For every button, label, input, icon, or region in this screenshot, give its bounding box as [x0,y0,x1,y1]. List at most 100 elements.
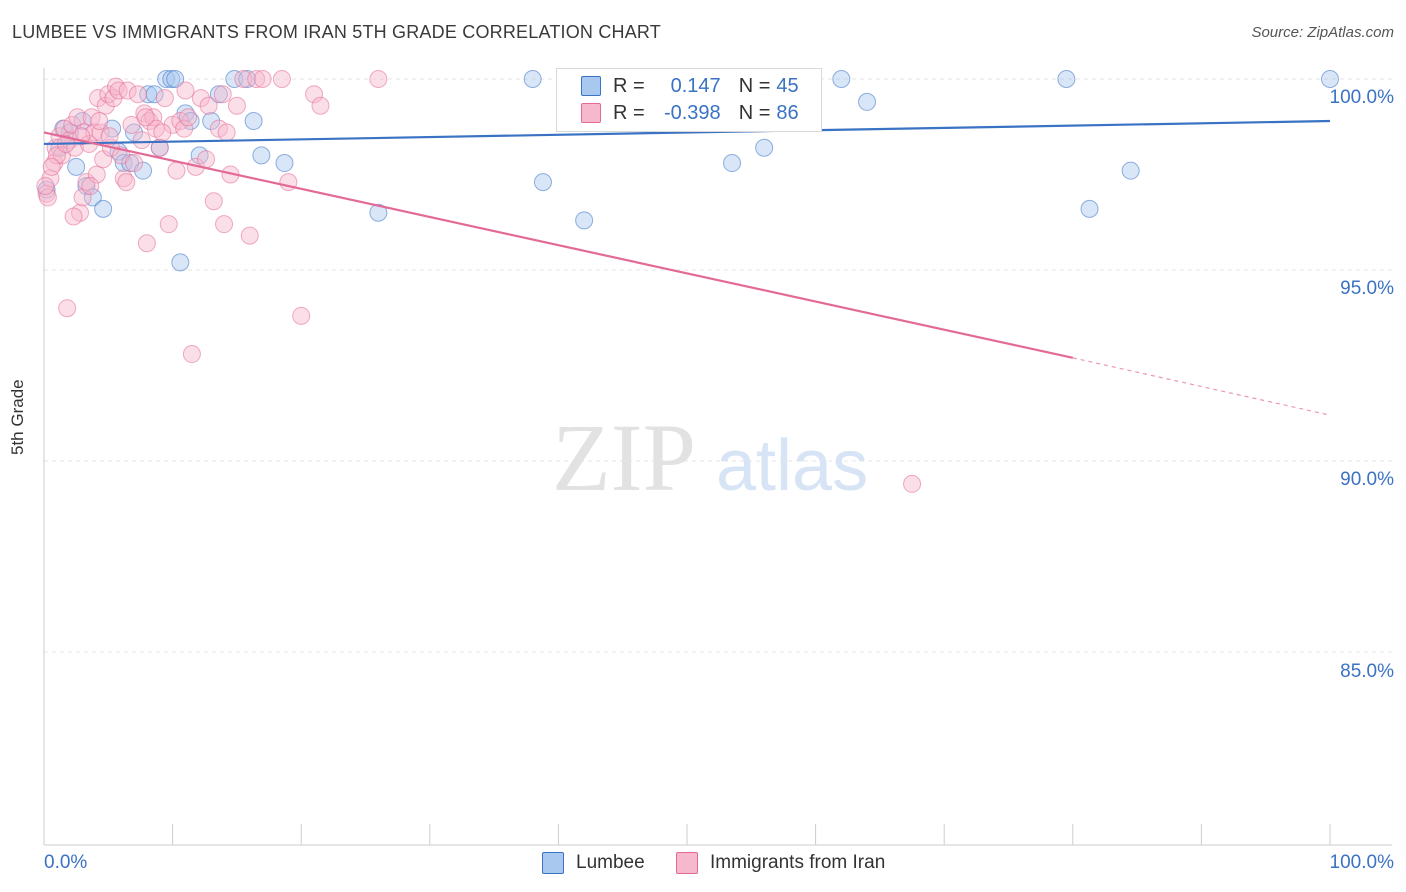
legend-row-lumbee: R = 0.147 N = 45 [581,73,799,99]
point-iran [179,108,198,127]
y-tick-label-90: 90.0% [1340,469,1394,490]
point-iran [199,96,218,115]
point-iran [240,226,259,245]
point-iran [68,108,87,127]
chart-title: LUMBEE VS IMMIGRANTS FROM IRAN 5TH GRADE… [12,22,662,42]
point-iran [175,119,194,138]
legend-swatch-pink [581,103,601,123]
trendline-iran-extension [1072,357,1331,416]
point-iran [109,81,128,100]
trendline-lumbee [43,119,1331,146]
point-lumbee [157,70,176,88]
point-iran [87,165,106,184]
legend-n-value: 45 [776,74,799,97]
point-lumbee [166,70,185,88]
y-tick-label-95: 95.0% [1340,278,1394,299]
point-iran [144,108,163,127]
legend-r-value: -0.398 [663,101,721,124]
point-iran [42,157,61,176]
point-iran [128,85,147,104]
y-tick-label-85: 85.0% [1340,661,1394,682]
point-iran [213,85,232,104]
point-iran [204,192,223,211]
bottom-legend-iran[interactable]: Immigrants from Iran [676,852,885,874]
point-iran [132,131,151,150]
point-iran [118,81,137,100]
point-lumbee [77,176,96,195]
point-lumbee [252,146,271,165]
stats-legend: R = 0.147 N = 45 R = -0.398 N = 86 [556,68,822,132]
point-lumbee [523,70,542,88]
point-iran [150,138,169,157]
point-iran [159,215,178,234]
point-iran [247,70,266,88]
legend-r-label: R = [613,101,645,124]
point-iran [137,234,156,253]
point-lumbee [134,161,153,180]
point-lumbee [369,203,388,222]
point-lumbee [1057,70,1076,88]
bottom-legend-swatch-pink [676,852,698,874]
point-lumbee [67,157,86,176]
point-lumbee [1121,161,1140,180]
point-iran [182,345,201,364]
legend-swatch-blue [581,76,601,96]
point-iran [36,176,55,195]
legend-n-value: 86 [776,101,799,124]
point-lumbee [83,188,102,207]
point-iran [90,112,109,131]
point-lumbee [723,154,742,173]
point-iran [227,96,246,115]
point-iran [117,173,136,192]
point-lumbee [225,70,244,88]
point-iran [311,96,330,115]
legend-r-value: 0.147 [670,74,721,97]
bottom-legend-swatch-blue [542,852,564,874]
x-tick-label-min: 0.0% [44,852,88,873]
point-iran [234,70,253,88]
point-lumbee [202,112,221,131]
legend-row-iran: R = -0.398 N = 86 [581,100,799,126]
point-iran [136,108,155,127]
legend-r-label: R = [613,74,645,97]
point-iran [100,127,119,146]
point-lumbee [832,70,851,88]
point-iran [58,299,77,318]
point-lumbee [755,138,774,157]
point-lumbee [171,253,190,272]
point-lumbee [1080,199,1099,218]
point-iran [91,123,110,142]
point-lumbee [533,173,552,192]
point-iran [81,176,100,195]
point-iran [176,81,195,100]
legend-n-label: N = [738,101,771,124]
point-iran [253,70,272,88]
point-lumbee [858,92,877,111]
point-iran [217,123,236,142]
point-iran [191,89,210,108]
y-tick-label-100: 100.0% [1329,87,1394,108]
watermark-atlas: atlas [716,426,868,506]
point-iran [903,474,922,493]
point-iran [122,115,141,134]
point-lumbee [1321,70,1339,88]
trendline-iran [43,131,1074,359]
x-tick-label-max: 100.0% [1329,852,1394,873]
point-iran [369,70,388,88]
point-iran [292,306,311,325]
bottom-legend-lumbee[interactable]: Lumbee [542,852,645,874]
point-iran [215,215,234,234]
point-lumbee [209,85,228,104]
point-iran [64,207,83,226]
point-iran [197,150,216,169]
watermark-zip: ZIP [552,404,696,511]
point-lumbee [94,199,113,218]
point-iran [167,161,186,180]
point-lumbee [238,70,257,88]
point-lumbee [275,154,294,173]
bottom-legend-label: Immigrants from Iran [710,852,886,873]
source-label: Source: ZipAtlas.com [1251,24,1394,41]
point-iran [96,96,115,115]
point-lumbee [244,112,263,131]
